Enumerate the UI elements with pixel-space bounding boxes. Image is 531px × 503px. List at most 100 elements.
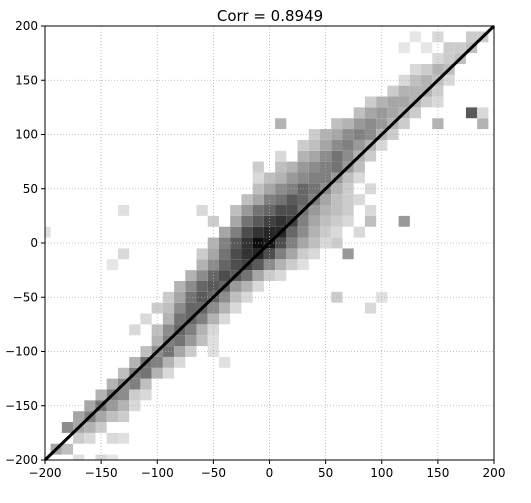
heatmap-bin [174, 302, 186, 314]
heatmap-bin [398, 74, 410, 86]
heatmap-bin [308, 248, 321, 260]
heatmap-bin [207, 313, 219, 325]
heatmap-bin [308, 237, 321, 249]
heatmap-bin [331, 161, 343, 173]
heatmap-bin [218, 291, 231, 303]
heatmap-bin [185, 302, 197, 314]
heatmap-bin [387, 96, 399, 108]
heatmap-bin [308, 139, 321, 151]
heatmap-bin [218, 248, 231, 260]
heatmap-bin [364, 183, 377, 195]
heatmap-bin [84, 422, 96, 433]
heatmap-bin [275, 183, 287, 195]
heatmap-bin [364, 118, 377, 130]
heatmap-bin [275, 161, 287, 173]
heatmap-bin [241, 270, 253, 281]
heatmap-bin [174, 356, 186, 368]
heatmap-bin [465, 107, 478, 119]
heatmap-bin [308, 172, 321, 184]
heatmap-bin [398, 42, 410, 54]
heatmap-bin [443, 74, 455, 86]
heatmap-bin [84, 432, 96, 444]
heatmap-bin [241, 248, 253, 260]
heatmap-bin [174, 291, 186, 303]
heatmap-bin [162, 367, 175, 379]
heatmap-bin [308, 129, 321, 140]
heatmap-bin [73, 411, 85, 423]
heatmap-bin [364, 107, 377, 119]
heatmap-bin [218, 226, 231, 238]
heatmap-bin [196, 324, 208, 336]
heatmap-bin [263, 194, 276, 206]
heatmap-bin [117, 205, 130, 216]
heatmap-bin [353, 172, 365, 184]
heatmap-bin [252, 280, 264, 292]
heatmap-bin [353, 194, 365, 206]
y-axis: −200 −150 −100 −50 0 50 100 150 200 [5, 19, 45, 467]
heatmap-bin [286, 205, 298, 216]
heatmap-bin [61, 443, 74, 455]
heatmap-bin [252, 259, 264, 271]
heatmap-bin [308, 215, 321, 227]
heatmap-bin [342, 150, 354, 162]
heatmap-bin [409, 63, 422, 75]
y-tick-label: 200 [15, 19, 38, 33]
heatmap-bin [364, 215, 377, 227]
heatmap-bin [331, 194, 343, 206]
heatmap-bin [45, 226, 51, 238]
heatmap-bin [230, 226, 242, 238]
heatmap-bin [207, 280, 219, 292]
heatmap-bin [297, 194, 309, 206]
heatmap-bin [241, 291, 253, 303]
heatmap-bin [308, 161, 321, 173]
heatmap-bin [342, 205, 354, 216]
heatmap-bin [275, 248, 287, 260]
heatmap-bin [275, 150, 287, 162]
heatmap-bin [432, 53, 444, 64]
heatmap-bin [398, 96, 410, 108]
heatmap-bin [398, 85, 410, 97]
heatmap-bin [106, 432, 118, 444]
heatmap-bin [308, 183, 321, 195]
y-tick-label: 150 [15, 73, 38, 87]
heatmap-bin [263, 226, 276, 238]
heatmap-bin [443, 53, 455, 64]
heatmap-bin [297, 215, 309, 227]
heatmap-bin [117, 248, 130, 260]
heatmap-bin [364, 150, 377, 162]
heatmap-bin [241, 194, 253, 206]
heatmap-bin [421, 42, 433, 54]
heatmap-bin [140, 378, 152, 390]
heatmap-bin [185, 291, 197, 303]
heatmap-bin [286, 259, 298, 271]
heatmap-bin [297, 150, 309, 162]
heatmap-bin [421, 96, 433, 108]
heatmap-bin [275, 205, 287, 216]
heatmap-bin [241, 280, 253, 292]
heatmap-bin [185, 280, 197, 292]
y-tick-label: −200 [5, 453, 38, 467]
y-tick-label: −100 [5, 345, 38, 359]
heatmap-bin [409, 31, 422, 43]
heatmap-bin [286, 248, 298, 260]
heatmap-bin [398, 215, 410, 227]
heatmap-bin [263, 259, 276, 271]
heatmap-bin [241, 237, 253, 249]
heatmap-bin [421, 63, 433, 75]
heatmap-bin [140, 367, 152, 379]
heatmap-bin [196, 280, 208, 292]
heatmap-bin [230, 259, 242, 271]
heatmap-bin [275, 194, 287, 206]
heatmap-bin [252, 194, 264, 206]
heatmap-bin [230, 302, 242, 314]
heatmap-bin [263, 205, 276, 216]
heatmap-bin [129, 400, 141, 412]
heatmap-bin [275, 215, 287, 227]
heatmap-bin [297, 259, 309, 271]
heatmap-bin [263, 172, 276, 184]
heatmap-bin [320, 237, 332, 249]
heatmap-bin [218, 270, 231, 281]
x-tick-label: −100 [141, 466, 174, 480]
heatmap-bin [207, 259, 219, 271]
heatmap-bin [241, 205, 253, 216]
